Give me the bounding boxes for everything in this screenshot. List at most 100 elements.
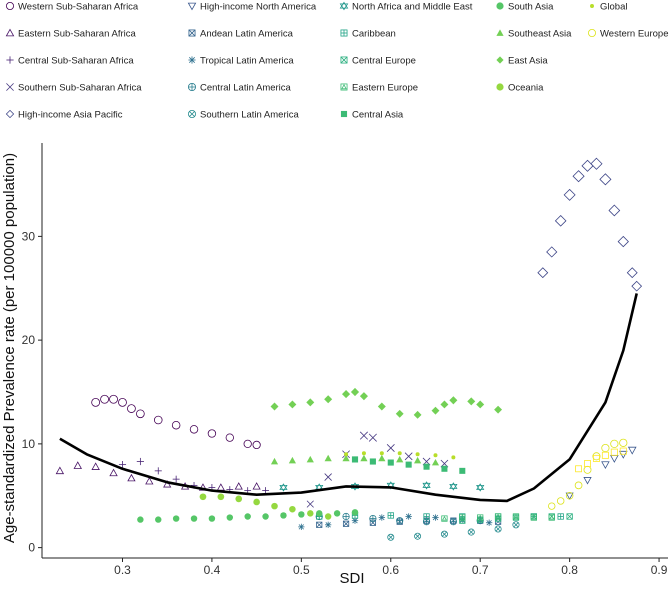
- legend-label: South Asia: [508, 2, 554, 13]
- legend-label: Central Asia: [352, 110, 404, 121]
- data-point: [610, 448, 618, 456]
- data-point: [91, 397, 101, 407]
- data-point: [137, 516, 144, 523]
- data-point: [440, 530, 448, 538]
- expected-trend-line: [59, 293, 638, 503]
- legend-item-high-income-asia-pacific: High-income Asia Pacific: [5, 110, 123, 121]
- data-point: [476, 483, 485, 492]
- legend-key-icon: [588, 28, 597, 37]
- data-point: [441, 465, 448, 472]
- data-point: [431, 458, 440, 466]
- data-point: [584, 460, 591, 468]
- data-point: [351, 509, 359, 516]
- data-point: [405, 513, 412, 520]
- data-point: [234, 482, 243, 490]
- data-point: [396, 455, 404, 463]
- data-point: [368, 433, 377, 442]
- data-point: [270, 457, 279, 465]
- data-point: [512, 521, 520, 529]
- legend-item-oceania: Oceania: [496, 83, 544, 94]
- y-tick-label: 20: [22, 333, 36, 347]
- data-point: [377, 402, 386, 411]
- data-point: [298, 523, 305, 531]
- legend-item-eastern-europe: Eastern Europe: [340, 83, 418, 94]
- data-point: [359, 431, 368, 440]
- legend-key-icon: [187, 110, 196, 119]
- data-point: [351, 456, 359, 463]
- legend-item-north-africa-and-middle-east: North Africa and Middle East: [339, 2, 473, 13]
- data-point: [433, 453, 438, 458]
- data-point: [592, 452, 601, 461]
- legend-item-southern-latin-america: Southern Latin America: [187, 110, 299, 121]
- data-point: [325, 521, 332, 528]
- series-layer: [55, 157, 643, 541]
- data-point: [431, 406, 440, 415]
- data-point: [109, 468, 118, 477]
- series-australasia: [575, 447, 627, 473]
- data-point: [324, 473, 332, 481]
- data-point: [619, 447, 627, 455]
- legend-key-icon: [496, 2, 504, 10]
- data-point: [359, 392, 368, 401]
- data-point: [396, 517, 404, 525]
- legend-key-icon: [496, 83, 504, 91]
- data-point: [91, 462, 100, 470]
- legend-key-icon: [496, 56, 504, 64]
- data-point: [100, 394, 110, 404]
- data-point: [601, 461, 610, 470]
- data-point: [280, 512, 287, 519]
- legend-label: Oceania: [508, 83, 544, 94]
- data-point: [565, 492, 574, 500]
- data-point: [546, 246, 558, 258]
- data-point: [324, 454, 332, 462]
- y-axis-title: Age-standardized Prevalence rate (per 10…: [1, 153, 18, 543]
- series-south-asia: [137, 509, 359, 523]
- legend-label: Andean Latin America: [200, 29, 294, 40]
- data-point: [405, 461, 412, 468]
- x-tick-label: 0.5: [293, 563, 310, 577]
- legend-item-central-europe: Central Europe: [340, 56, 416, 67]
- legend-label: Southeast Asia: [508, 29, 572, 40]
- data-point: [288, 456, 296, 464]
- data-point: [207, 429, 217, 438]
- data-point: [387, 459, 394, 466]
- data-point: [289, 505, 296, 513]
- legend-item-high-income-north-america: High-income North America: [187, 2, 317, 13]
- legend-item-western-europe: Western Europe: [588, 29, 668, 40]
- data-point: [253, 498, 260, 506]
- data-point: [378, 514, 386, 521]
- series-eastern-europe: [441, 513, 555, 522]
- legend-item-andean-latin-america: Andean Latin America: [188, 29, 294, 40]
- data-point: [476, 400, 485, 409]
- data-point: [631, 280, 643, 292]
- data-point: [226, 514, 234, 521]
- data-point: [432, 514, 439, 521]
- data-point: [306, 500, 314, 508]
- data-point: [387, 533, 395, 541]
- data-point: [415, 452, 420, 457]
- legend-label: Eastern Sub-Saharan Africa: [18, 29, 136, 40]
- data-point: [537, 267, 549, 279]
- legend-item-east-asia: East Asia: [496, 56, 548, 67]
- legend-key-icon: [5, 28, 15, 37]
- data-point: [208, 515, 216, 522]
- legend-label: Central Sub-Saharan Africa: [18, 56, 134, 67]
- legend-label: Southern Sub-Saharan Africa: [18, 83, 142, 94]
- data-point: [262, 513, 269, 520]
- series-oceania: [199, 493, 332, 520]
- data-point: [307, 510, 314, 517]
- data-point: [413, 410, 422, 419]
- legend-label: Tropical Latin America: [200, 56, 294, 67]
- data-point: [556, 497, 565, 505]
- legend-key-icon: [590, 4, 594, 8]
- legend-key-icon: [496, 29, 504, 36]
- legend-label: Global: [600, 2, 627, 13]
- series-southeast-asia: [270, 454, 440, 466]
- legend-item-southeast-asia: Southeast Asia: [496, 29, 572, 40]
- legend-item-southern-sub-saharan-africa: Southern Sub-Saharan Africa: [6, 83, 142, 94]
- data-point: [324, 513, 332, 520]
- data-point: [451, 455, 456, 460]
- legend-label: Western Europe: [600, 29, 668, 40]
- legend-key-icon: [188, 56, 196, 64]
- data-point: [235, 495, 243, 503]
